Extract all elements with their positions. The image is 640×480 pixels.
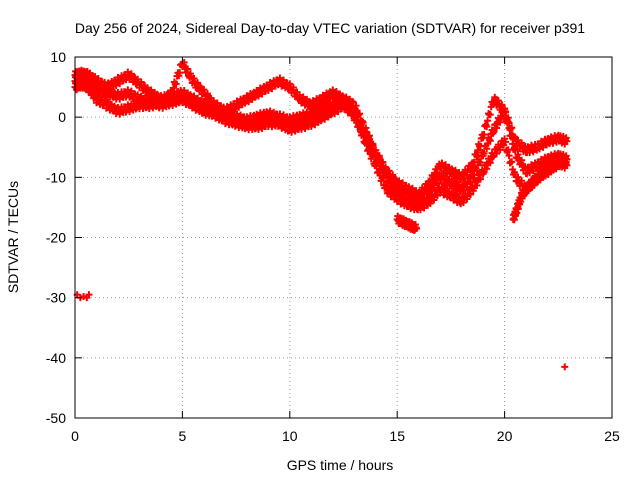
data-point	[508, 124, 516, 132]
chart-title: Day 256 of 2024, Sidereal Day-to-day VTE…	[75, 20, 585, 36]
y-tick-label: -10	[46, 169, 66, 185]
x-tick-label: 15	[389, 428, 405, 444]
data-point	[498, 101, 506, 109]
data-point	[356, 119, 364, 127]
data-point	[413, 224, 421, 232]
data-point	[501, 107, 509, 115]
x-tick-label: 0	[71, 428, 79, 444]
x-axis-label: GPS time / hours	[287, 457, 394, 473]
x-tick-label: 5	[179, 428, 187, 444]
y-tick-label: -20	[46, 230, 66, 246]
data-point	[467, 166, 475, 174]
data-point	[184, 65, 192, 73]
data-point	[505, 119, 513, 127]
y-tick-label: -50	[46, 410, 66, 426]
data-point	[86, 83, 94, 91]
data-point	[490, 128, 498, 136]
data-point	[467, 190, 475, 198]
x-tick-label: 20	[497, 428, 513, 444]
data-point	[476, 175, 484, 183]
data-point	[172, 80, 180, 88]
y-axis-label: SDTVAR / TECUs	[5, 181, 21, 293]
data-point	[480, 149, 488, 157]
data-point	[194, 79, 202, 87]
data-point	[483, 123, 491, 131]
data-point	[470, 158, 478, 166]
data-point	[480, 130, 488, 138]
x-tick-label: 25	[604, 428, 620, 444]
data-point	[365, 135, 373, 143]
y-tick-label: -40	[46, 350, 66, 366]
data-point	[505, 152, 513, 160]
data-point	[433, 169, 441, 177]
data-point	[511, 147, 519, 155]
data-point	[486, 137, 494, 145]
data-point	[203, 90, 211, 98]
data-point	[486, 159, 494, 167]
data-point	[501, 138, 509, 146]
axis-ticks: 0 5 10 15 20 25 -50 -40 -30 -20 -10 0 10	[46, 49, 620, 444]
data-point	[473, 152, 481, 160]
y-tick-label: 10	[50, 49, 66, 65]
series-outliers	[73, 291, 569, 371]
data-point	[369, 142, 377, 150]
data-point	[474, 146, 482, 154]
data-point	[484, 117, 492, 125]
data-marks	[71, 58, 571, 371]
data-point	[496, 118, 504, 126]
data-point	[508, 158, 516, 166]
data-point	[379, 174, 387, 182]
data-point	[359, 126, 367, 134]
data-point	[561, 363, 569, 371]
data-point	[563, 137, 571, 145]
data-point	[476, 159, 484, 167]
data-point	[356, 110, 364, 118]
data-point	[346, 102, 354, 110]
y-tick-label: -30	[46, 290, 66, 306]
data-point	[476, 142, 484, 150]
series-track-4	[509, 154, 571, 224]
data-point	[486, 111, 494, 119]
data-point	[510, 216, 518, 224]
data-point	[85, 291, 93, 299]
data-point	[169, 90, 177, 98]
data-point	[389, 171, 397, 179]
y-tick-label: 0	[58, 109, 66, 125]
series-track-3	[71, 58, 571, 201]
data-point	[176, 69, 184, 77]
x-tick-label: 10	[282, 428, 298, 444]
data-point	[169, 84, 177, 92]
data-point	[563, 155, 571, 163]
series-track-5	[393, 212, 421, 234]
data-point	[379, 158, 387, 166]
